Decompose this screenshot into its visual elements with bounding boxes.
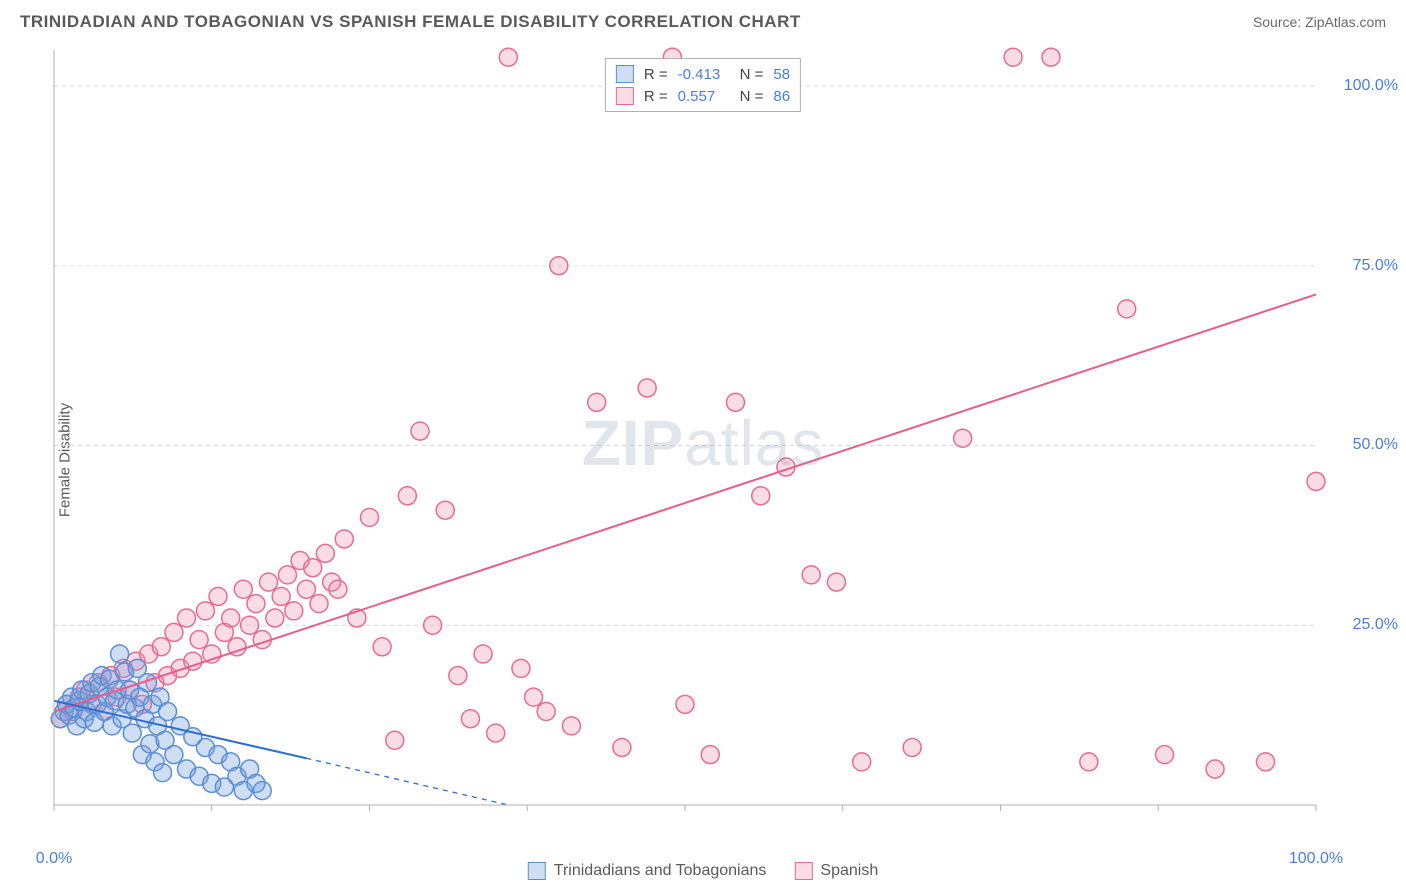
legend-series: Trinidadians and Tobagonians Spanish [528,862,878,880]
swatch-sp [616,87,634,105]
legend-row-tt: R = -0.413 N = 58 [616,63,790,85]
swatch-sp [794,862,812,880]
legend-correlation: R = -0.413 N = 58 R = 0.557 N = 86 [605,58,801,112]
chart-title: TRINIDADIAN AND TOBAGONIAN VS SPANISH FE… [20,12,801,32]
legend-item-sp: Spanish [794,862,878,880]
legend-row-sp: R = 0.557 N = 86 [616,85,790,107]
y-tick-label: 25.0% [1353,616,1398,634]
chart-wrapper: Female Disability ZIPatlas R = -0.413 N … [0,40,1406,880]
scatter-plot [46,40,1376,845]
y-tick-label: 75.0% [1353,257,1398,275]
y-tick-label: 50.0% [1353,436,1398,454]
x-tick-label: 100.0% [1289,850,1343,868]
swatch-tt [616,65,634,83]
y-tick-label: 100.0% [1344,77,1398,95]
legend-item-tt: Trinidadians and Tobagonians [528,862,767,880]
chart-header: TRINIDADIAN AND TOBAGONIAN VS SPANISH FE… [0,0,1406,40]
chart-source: Source: ZipAtlas.com [1253,14,1386,30]
swatch-tt [528,862,546,880]
x-tick-label: 0.0% [36,850,72,868]
